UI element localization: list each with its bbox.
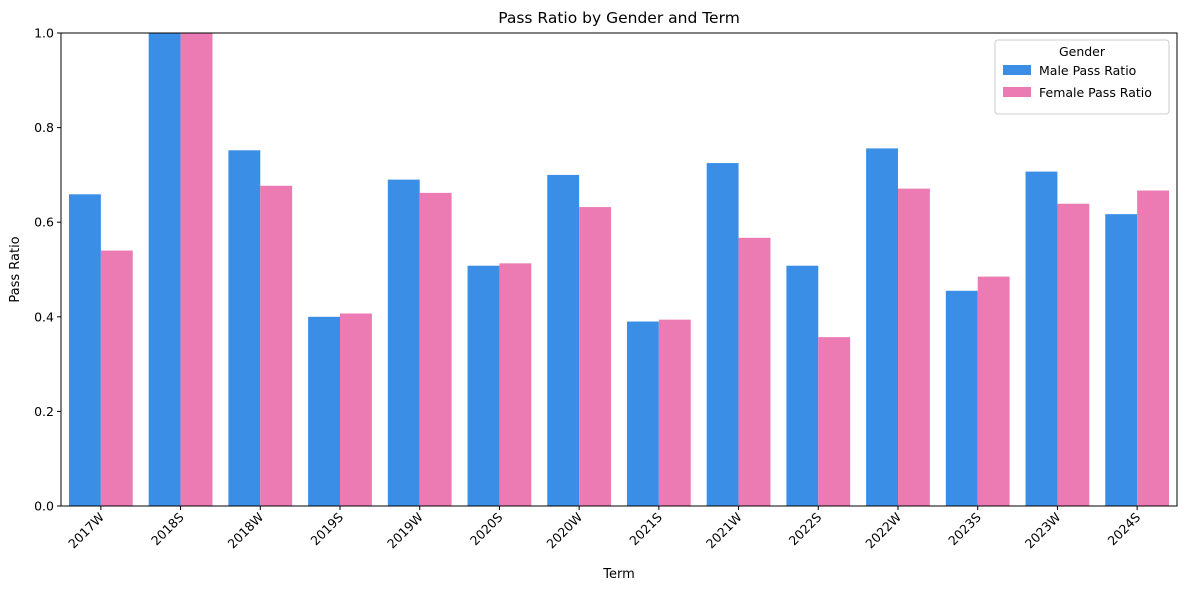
- bar: [1025, 171, 1058, 507]
- legend-items: Male Pass Ratio Female Pass Ratio: [1003, 63, 1152, 100]
- legend-title: Gender: [1059, 44, 1106, 59]
- bar: [706, 163, 739, 506]
- bar: [100, 250, 133, 506]
- bar: [866, 148, 898, 507]
- bar: [148, 33, 181, 506]
- bar: [945, 290, 978, 506]
- x-tick-label: 2020S: [467, 509, 506, 548]
- y-tick-label: 0.2: [34, 404, 54, 419]
- y-tick-label: 0.6: [34, 215, 54, 230]
- bar: [1057, 203, 1090, 507]
- bar: [818, 337, 851, 506]
- bar: [1137, 190, 1170, 506]
- y-tick-label: 0.0: [34, 499, 54, 514]
- bar: [786, 265, 819, 506]
- chart-title: Pass Ratio by Gender and Term: [498, 9, 740, 27]
- x-tick-label: 2023W: [1022, 510, 1064, 552]
- y-tick-label: 1.0: [34, 26, 54, 41]
- bar: [579, 207, 612, 506]
- bar: [1105, 214, 1138, 506]
- bar: [419, 192, 452, 506]
- bar: [626, 321, 659, 506]
- x-axis: 2017W 2018S 2018W 2019S 2019W 2020S 2020W 2021S…: [65, 506, 1143, 551]
- bar: [340, 313, 372, 506]
- bar: [467, 265, 500, 506]
- x-tick-label: 2021S: [626, 509, 665, 548]
- bar: [547, 174, 580, 506]
- x-tick-label: 2019S: [307, 509, 346, 548]
- legend-box: [994, 39, 1170, 115]
- legend-label: Female Pass Ratio: [1039, 85, 1152, 100]
- bar: [658, 319, 691, 506]
- bar: [228, 150, 261, 506]
- bars-layer: [68, 33, 1170, 507]
- bar: [387, 179, 420, 506]
- y-tick-label: 0.8: [34, 120, 54, 135]
- bar: [977, 276, 1010, 506]
- bar: [180, 33, 213, 506]
- x-tick-label: 2022W: [862, 510, 904, 552]
- x-tick-label: 2018W: [225, 510, 267, 552]
- x-tick-label: 2020W: [543, 510, 585, 552]
- bar: [738, 237, 771, 506]
- bar: [260, 185, 293, 507]
- x-axis-label: Term: [602, 567, 635, 582]
- y-axis-label: Pass Ratio: [8, 236, 23, 302]
- y-tick-label: 0.4: [34, 309, 54, 324]
- x-tick-label: 2017W: [65, 510, 107, 552]
- legend: Gender Male Pass Ratio Female Pass Ratio: [994, 39, 1170, 115]
- x-tick-label: 2018S: [148, 509, 187, 548]
- x-tick-label: 2023S: [945, 509, 984, 548]
- y-axis: 0.0 0.2 0.4 0.6 0.8 1.0: [34, 26, 61, 514]
- x-tick-label: 2019W: [384, 510, 426, 552]
- x-tick-label: 2021W: [703, 510, 745, 552]
- bar: [499, 263, 532, 506]
- plot-frame: [60, 32, 1178, 507]
- bar: [308, 316, 340, 506]
- bar: [898, 188, 930, 506]
- legend-swatch: [1003, 87, 1031, 97]
- legend-label: Male Pass Ratio: [1039, 63, 1136, 78]
- legend-swatch: [1003, 65, 1031, 75]
- bar: [68, 194, 101, 506]
- x-tick-label: 2024S: [1105, 509, 1144, 548]
- x-tick-label: 2022S: [786, 509, 825, 548]
